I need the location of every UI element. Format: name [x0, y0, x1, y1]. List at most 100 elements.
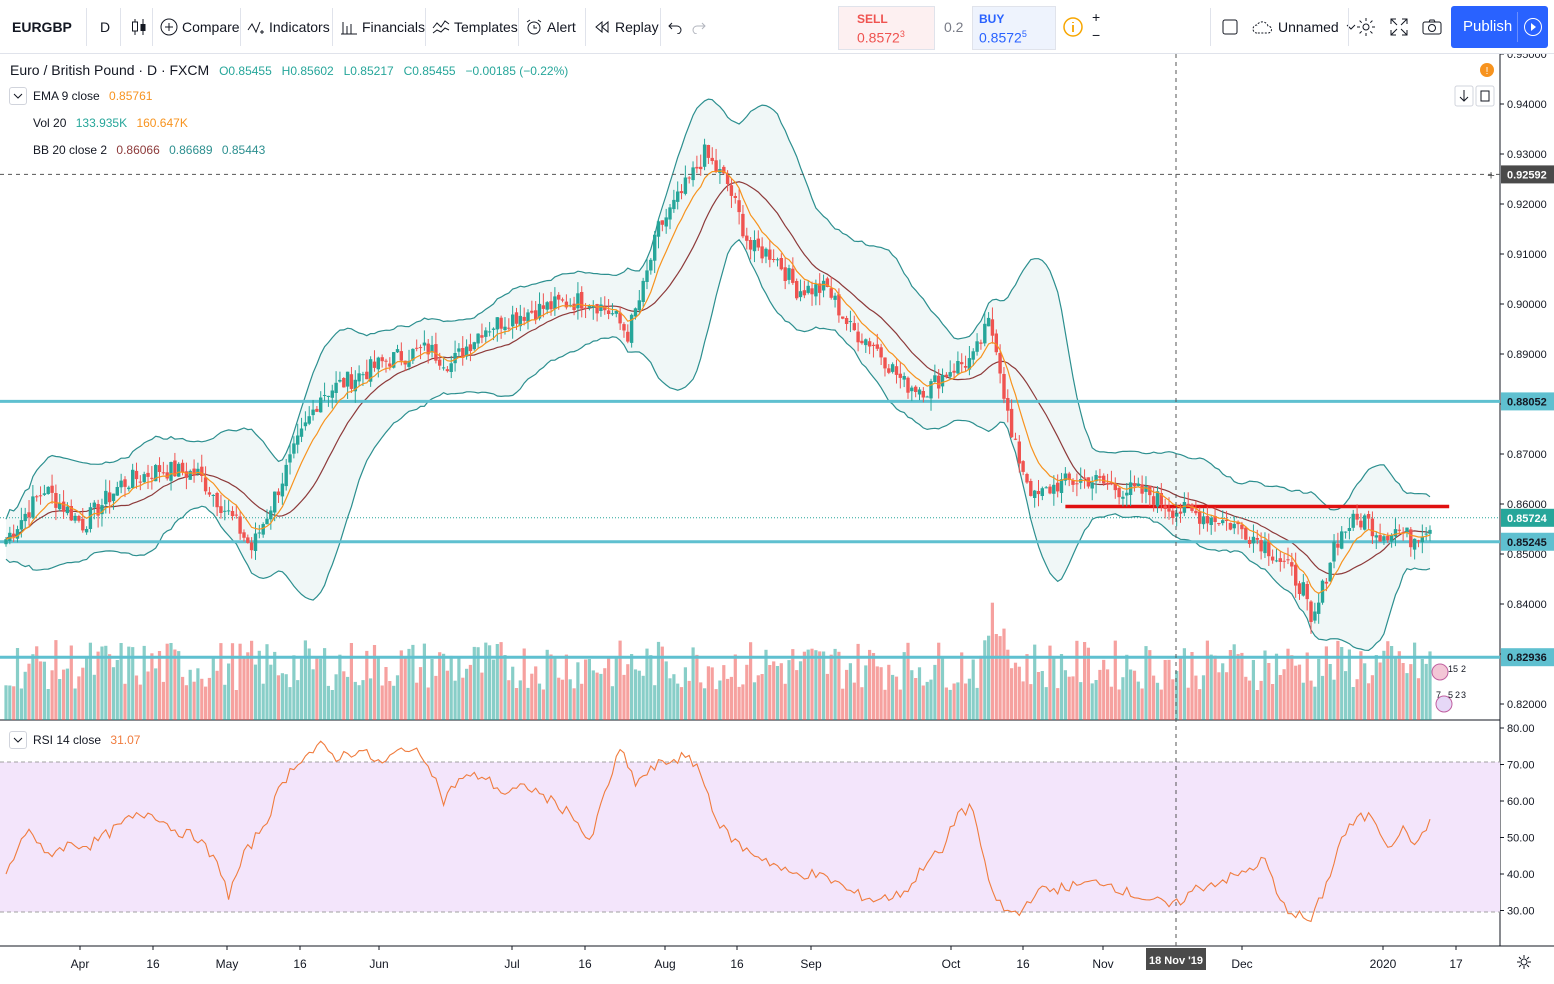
trading-info-button[interactable] — [1062, 10, 1084, 44]
candle — [1040, 486, 1044, 501]
candle-body — [971, 351, 975, 360]
candle — [1328, 561, 1332, 582]
candle — [196, 462, 200, 476]
volume-bar — [1259, 680, 1263, 720]
volume-bar — [921, 685, 925, 720]
templates-button[interactable]: Templates — [432, 10, 518, 44]
volume-bar — [1317, 658, 1321, 720]
volume-bar — [215, 670, 219, 720]
candle-body — [1313, 611, 1317, 621]
financials-button[interactable]: Financials — [340, 10, 425, 44]
current-price-label: 0.85724 — [1507, 513, 1548, 525]
candle-body — [587, 305, 592, 308]
candle — [1029, 478, 1033, 497]
candle — [844, 315, 849, 331]
candle-body — [326, 395, 331, 397]
compare-button[interactable]: Compare — [160, 10, 240, 44]
publish-button[interactable]: Publish — [1451, 6, 1548, 48]
candle-body — [887, 368, 891, 373]
earnings-event-icon[interactable] — [1431, 663, 1449, 681]
time-tick-label: Dec — [1231, 957, 1252, 971]
axis-settings-icon[interactable] — [1517, 955, 1531, 969]
candle — [1048, 484, 1052, 495]
price-axis[interactable]: 0.95000 0.94000 0.93000 0.92000 0.91000 0.900… — [1500, 49, 1554, 711]
volume-bar — [342, 671, 346, 720]
warning-dot-icon[interactable] — [1480, 63, 1494, 77]
candle — [691, 161, 695, 187]
candle-body — [860, 340, 864, 344]
candle-body — [1063, 473, 1068, 481]
volume-bar — [875, 666, 879, 720]
chart-area[interactable]: + 0.95000 0.94000 0.93000 0.92000 0.91000 0.9… — [0, 49, 1554, 984]
alert-button[interactable]: Alert — [525, 10, 576, 44]
volume-bar — [929, 679, 933, 720]
redo-button[interactable] — [692, 10, 706, 44]
volume-bar — [626, 664, 630, 720]
candle-body — [226, 510, 231, 512]
candle — [142, 471, 146, 484]
candle — [1009, 399, 1014, 439]
symbol-legend[interactable]: Euro / British Pound · D · FXCM O0.85455… — [10, 62, 574, 78]
candle — [1182, 492, 1187, 517]
collapse-legend-button[interactable] — [9, 87, 27, 105]
candles-layer[interactable] — [4, 138, 1432, 634]
increase-qty-button[interactable]: + — [1092, 9, 1101, 25]
volume-bar — [906, 642, 910, 720]
collapse-rsi-legend-button[interactable] — [9, 731, 27, 749]
volume-bar — [1420, 659, 1424, 720]
buy-button[interactable]: BUY 0.85725 — [972, 6, 1056, 50]
volume-bar — [326, 685, 330, 720]
volume-bar — [630, 654, 634, 720]
replay-label: Replay — [615, 19, 659, 35]
candle — [1052, 475, 1056, 506]
ema-legend[interactable]: EMA 9 close 0.85761 — [33, 89, 158, 103]
candle-body — [967, 358, 972, 370]
candle — [910, 385, 914, 402]
bb-legend[interactable]: BB 20 close 2 0.86066 0.86689 0.85443 — [33, 143, 271, 157]
volume-bar — [599, 673, 603, 720]
buy-price-sup: 5 — [1021, 29, 1027, 39]
candle-body — [322, 395, 327, 396]
symbol-search-button[interactable]: EURGBP — [12, 19, 72, 35]
volume-legend[interactable]: Vol 20 133.935K 160.647K — [33, 116, 194, 130]
candle-body — [779, 258, 783, 270]
snapshot-button[interactable] — [1422, 10, 1442, 44]
candle-body — [1029, 481, 1033, 496]
dividend-event-icon[interactable] — [1435, 695, 1453, 713]
undo-button[interactable] — [668, 10, 682, 44]
indicators-button[interactable]: Indicators — [247, 10, 330, 44]
rsi-legend[interactable]: RSI 14 close 31.07 — [33, 733, 146, 747]
sell-button[interactable]: SELL 0.85723 — [838, 6, 935, 50]
candle — [1221, 510, 1225, 526]
reset-scale-button[interactable] — [1475, 85, 1495, 107]
chart-type-button[interactable] — [130, 10, 148, 44]
crosshair: + — [0, 54, 1500, 946]
select-layout-button[interactable] — [1221, 10, 1239, 44]
candle-body — [691, 167, 695, 181]
candle-body — [61, 501, 66, 512]
replay-button[interactable]: Replay — [593, 10, 659, 44]
price-chart[interactable]: + 0.950000.940000.930000.920000.910000.9… — [0, 49, 1554, 984]
candle-body — [756, 238, 760, 248]
settings-button[interactable] — [1356, 10, 1376, 44]
candle-body — [280, 483, 285, 497]
volume-bar — [58, 679, 62, 720]
volume-bar — [330, 690, 334, 720]
scroll-down-button[interactable] — [1454, 85, 1474, 107]
volume-bar — [234, 690, 238, 720]
toolbar-divider — [585, 8, 586, 46]
volume-bar — [453, 680, 457, 720]
candle-body — [1278, 558, 1282, 562]
time-axis[interactable]: Apr 16 May 16 Jun Jul 16 Aug 16 Sep Oct 16 Nov 18 Nov… — [71, 946, 1463, 971]
candle-body — [1059, 479, 1064, 493]
layout-name-button[interactable]: Unnamed — [1252, 10, 1357, 44]
interval-button[interactable]: D — [100, 19, 111, 35]
volume-bar — [499, 642, 503, 720]
fullscreen-button[interactable] — [1390, 10, 1408, 44]
candle-body — [848, 321, 853, 323]
candle — [1209, 515, 1213, 535]
candle — [1159, 483, 1163, 512]
decrease-qty-button[interactable]: − — [1092, 27, 1101, 43]
candle-body — [798, 291, 803, 298]
candle-body — [748, 240, 753, 250]
